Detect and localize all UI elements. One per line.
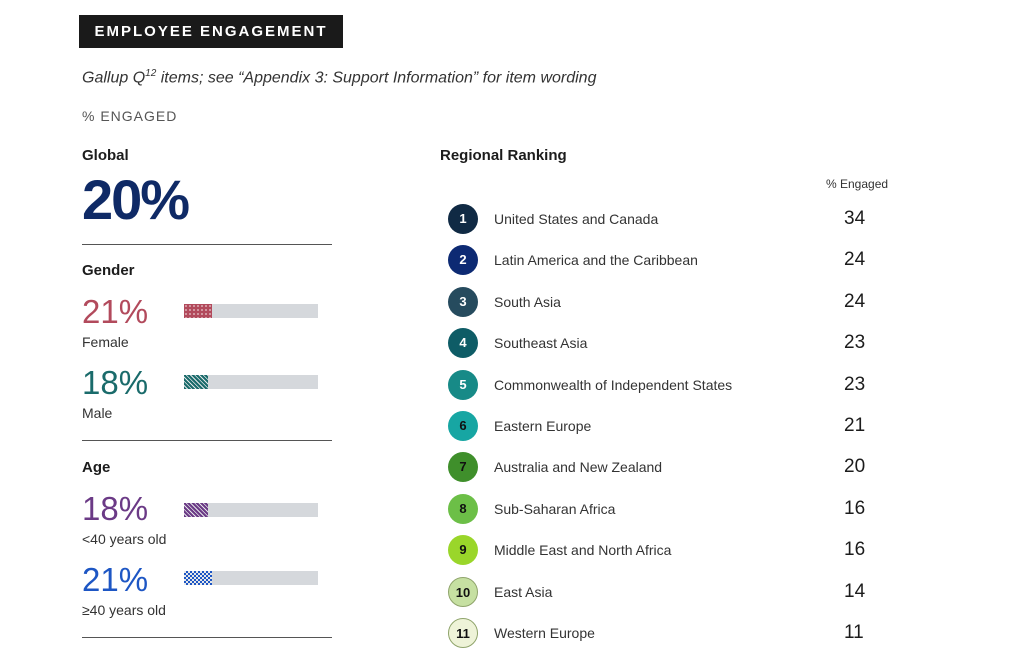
ranking-row: 9 Middle East and North Africa 16 xyxy=(446,533,886,567)
over-40-value: 21% xyxy=(82,561,149,598)
rank-badge: 5 xyxy=(448,370,478,400)
region-name: South Asia xyxy=(494,294,561,310)
divider xyxy=(82,440,332,441)
under-40-label: <40 years old xyxy=(82,531,167,547)
over-40-bar-fill xyxy=(184,571,212,585)
engaged-value: 24 xyxy=(844,249,866,270)
region-name: Eastern Europe xyxy=(494,418,592,434)
metric-label: % ENGAGED xyxy=(82,108,178,124)
ranking-row: 11 Western Europe 11 xyxy=(446,616,886,650)
engaged-value: 34 xyxy=(844,208,866,229)
ranking-row: 7 Australia and New Zealand 20 xyxy=(446,450,886,484)
female-value: 21% xyxy=(82,293,149,330)
subtitle: Gallup Q12 items; see “Appendix 3: Suppo… xyxy=(82,68,597,87)
engaged-value: 23 xyxy=(844,374,866,395)
region-name: Australia and New Zealand xyxy=(494,459,663,475)
engaged-value: 24 xyxy=(844,291,866,312)
engaged-value: 16 xyxy=(844,539,866,560)
engaged-value: 11 xyxy=(844,622,864,643)
rank-badge: 8 xyxy=(448,494,478,524)
region-name: Western Europe xyxy=(494,625,595,641)
region-name: United States and Canada xyxy=(494,211,659,227)
section-tag: EMPLOYEE ENGAGEMENT xyxy=(79,15,343,48)
region-name: Commonwealth of Independent States xyxy=(494,377,733,393)
engaged-value: 20 xyxy=(844,456,866,477)
ranking-row: 5 Commonwealth of Independent States 23 xyxy=(446,368,886,402)
region-name: Sub-Saharan Africa xyxy=(494,501,616,517)
under-40-bar-fill xyxy=(184,503,208,517)
over-40-bar xyxy=(184,571,318,585)
engaged-value: 16 xyxy=(844,498,866,519)
ranking-row: 8 Sub-Saharan Africa 16 xyxy=(446,492,886,526)
region-name: Latin America and the Caribbean xyxy=(494,252,698,268)
engaged-value: 21 xyxy=(844,415,866,436)
over-40-label: ≥40 years old xyxy=(82,602,166,618)
under-40-bar xyxy=(184,503,318,517)
rank-badge: 6 xyxy=(448,411,478,441)
ranking-row: 4 Southeast Asia 23 xyxy=(446,326,886,360)
under-40-value: 18% xyxy=(82,490,149,527)
rank-badge: 7 xyxy=(448,452,478,482)
divider xyxy=(82,637,332,638)
female-label: Female xyxy=(82,334,129,350)
ranking-row: 10 East Asia 14 xyxy=(446,575,886,609)
region-name: East Asia xyxy=(494,584,553,600)
age-heading: Age xyxy=(82,459,111,476)
region-name: Southeast Asia xyxy=(494,335,588,351)
male-value: 18% xyxy=(82,364,149,401)
engaged-value: 23 xyxy=(844,332,866,353)
divider xyxy=(82,244,332,245)
ranking-column-header: % Engaged xyxy=(826,177,889,191)
male-bar xyxy=(184,375,318,389)
rank-badge: 4 xyxy=(448,328,478,358)
engaged-value: 14 xyxy=(844,581,866,602)
ranking-row: 2 Latin America and the Caribbean 24 xyxy=(446,243,886,277)
global-heading: Global xyxy=(82,147,129,164)
rank-badge: 10 xyxy=(448,577,478,607)
global-value: 20% xyxy=(82,168,190,231)
ranking-title: Regional Ranking xyxy=(440,147,567,164)
ranking-row: 1 United States and Canada 34 xyxy=(446,202,886,236)
rank-badge: 3 xyxy=(448,287,478,317)
male-label: Male xyxy=(82,405,113,421)
gender-heading: Gender xyxy=(82,262,135,279)
ranking-row: 3 South Asia 24 xyxy=(446,285,886,319)
rank-badge: 2 xyxy=(448,245,478,275)
rank-badge: 1 xyxy=(448,204,478,234)
rank-badge: 11 xyxy=(448,618,478,648)
female-bar xyxy=(184,304,318,318)
rank-badge: 9 xyxy=(448,535,478,565)
ranking-row: 6 Eastern Europe 21 xyxy=(446,409,886,443)
male-bar-fill xyxy=(184,375,208,389)
female-bar-fill xyxy=(184,304,212,318)
region-name: Middle East and North Africa xyxy=(494,542,672,558)
